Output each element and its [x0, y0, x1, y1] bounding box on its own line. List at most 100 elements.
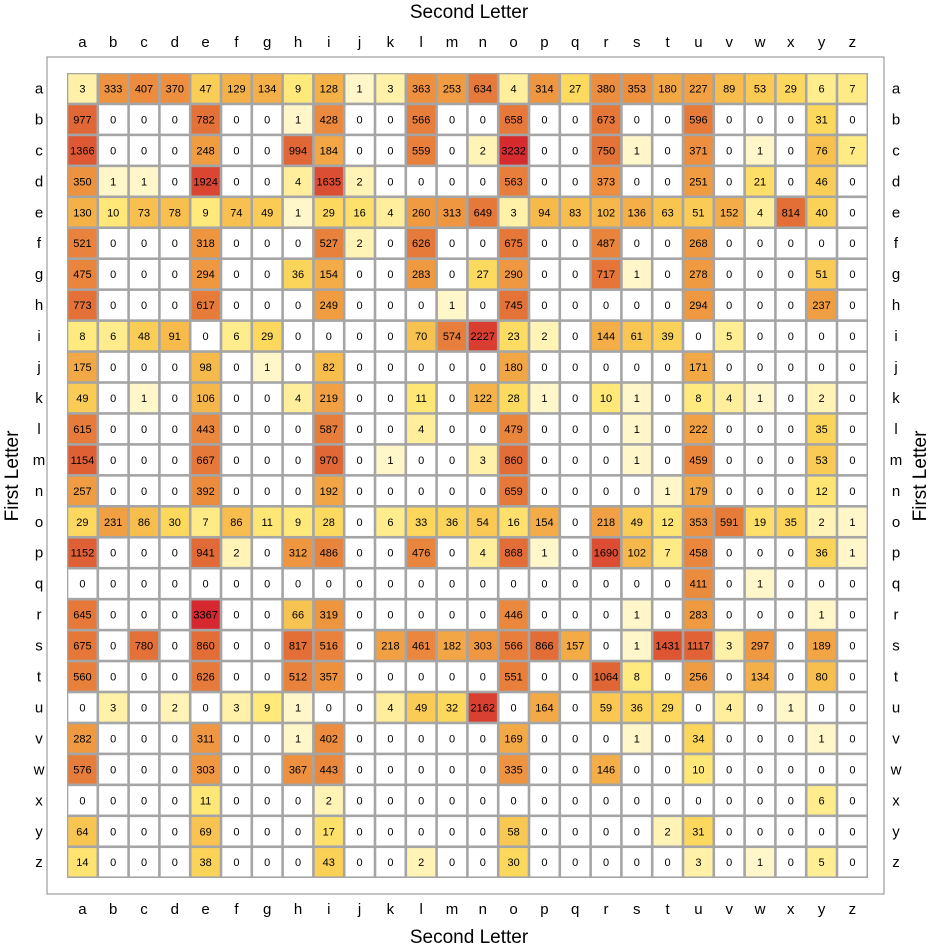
cell-value-label: 559	[412, 145, 430, 157]
cell-value-label: 0	[480, 114, 486, 126]
heatmap-cell	[437, 755, 467, 784]
cell-value-label: 0	[788, 269, 794, 281]
cell-value-label: 157	[566, 641, 584, 653]
cell-value-label: 0	[233, 486, 239, 498]
heatmap-cell	[68, 321, 97, 351]
cell-value-label: 0	[572, 176, 578, 188]
cell-value-label: 222	[689, 424, 707, 436]
heatmap-cell	[838, 693, 867, 722]
heatmap-cell	[715, 724, 744, 753]
heatmap-cell	[191, 260, 220, 289]
cell-value-label: 0	[757, 300, 763, 312]
heatmap-cell	[622, 538, 651, 567]
cell-value-label: 0	[849, 114, 855, 126]
cell-value-label: 0	[634, 579, 640, 591]
heatmap-cell	[468, 445, 497, 475]
heatmap-cell	[160, 538, 189, 567]
cell-value-label: 0	[541, 269, 547, 281]
heatmap-cell	[653, 321, 682, 351]
heatmap-cell	[715, 290, 744, 320]
cell-value-label: 23	[507, 331, 519, 343]
heatmap-cell	[376, 383, 405, 413]
heatmap-cell	[838, 136, 867, 165]
heatmap-cell	[345, 136, 374, 165]
heatmap-cell	[591, 848, 621, 877]
cell-value-label: 128	[320, 83, 338, 95]
cell-value-label: 0	[757, 269, 763, 281]
cell-value-label: 0	[387, 733, 393, 745]
cell-value-label: 35	[815, 424, 827, 436]
heatmap-cell	[314, 631, 343, 660]
cell-value-label: 0	[172, 733, 178, 745]
cell-value-label: 0	[357, 733, 363, 745]
cell-value-label: 868	[504, 548, 522, 560]
cell-value-label: 0	[387, 362, 393, 374]
heatmap-cell	[407, 445, 436, 475]
cell-value-label: 0	[418, 610, 424, 622]
heatmap-cell	[191, 352, 220, 382]
heatmap-cell	[591, 817, 621, 846]
heatmap-cell	[191, 445, 220, 475]
cell-value-label: 251	[689, 176, 707, 188]
heatmap-cell	[561, 693, 590, 722]
heatmap-cell	[407, 290, 436, 320]
cell-value-label: 0	[726, 455, 732, 467]
y-axis-title-left: First Letter	[2, 430, 23, 521]
cell-value-label: 0	[387, 764, 393, 776]
heatmap-cell	[715, 136, 744, 165]
cell-value-label: 0	[665, 269, 671, 281]
heatmap-cell	[838, 445, 867, 475]
cell-value-label: 0	[572, 579, 578, 591]
cell-value-label: 0	[665, 176, 671, 188]
cell-value-label: 0	[788, 857, 794, 869]
cell-value-label: 1	[141, 393, 147, 405]
heatmap-cell	[345, 755, 374, 784]
cell-value-label: 0	[788, 300, 794, 312]
cell-value-label: 941	[196, 548, 214, 560]
heatmap-cell	[68, 383, 97, 413]
cell-value-label: 6	[819, 83, 825, 95]
cell-value-label: 0	[295, 455, 301, 467]
cell-value-label: 0	[172, 579, 178, 591]
cell-value-label: 9	[295, 517, 301, 529]
cell-value-label: 0	[665, 238, 671, 250]
cell-value-label: 0	[172, 548, 178, 560]
heatmap-cell	[591, 600, 621, 629]
x-tick-label-top: y	[818, 34, 826, 51]
heatmap-cell	[530, 786, 559, 815]
cell-value-label: 0	[819, 702, 825, 714]
heatmap-cell	[684, 507, 713, 536]
heatmap-cell	[591, 321, 621, 351]
cell-value-label: 1	[541, 548, 547, 560]
cell-value-label: 2	[819, 393, 825, 405]
heatmap-cell	[499, 105, 528, 134]
heatmap-cell	[376, 817, 405, 846]
heatmap-cell	[191, 848, 220, 877]
cell-value-label: 0	[357, 486, 363, 498]
cell-value-label: 6	[387, 517, 393, 529]
cell-value-label: 0	[357, 857, 363, 869]
heatmap-cell	[222, 414, 251, 444]
cell-value-label: 0	[233, 826, 239, 838]
heatmap-cell	[191, 755, 220, 784]
heatmap-cell	[499, 260, 528, 289]
heatmap-cell	[622, 383, 651, 413]
y-tick-label-right: t	[894, 669, 899, 686]
cell-value-label: 0	[110, 579, 116, 591]
heatmap-cell	[407, 662, 436, 691]
heatmap-cell	[345, 693, 374, 722]
heatmap-cell	[99, 352, 128, 382]
cell-value-label: 0	[141, 455, 147, 467]
cell-value-label: 12	[661, 517, 673, 529]
cell-value-label: 0	[141, 424, 147, 436]
cell-value-label: 1117	[687, 641, 710, 653]
heatmap-cell	[437, 848, 467, 877]
heatmap-cell	[99, 507, 128, 536]
cell-value-label: 1	[757, 857, 763, 869]
cell-value-label: 80	[815, 672, 827, 684]
cell-value-label: 649	[474, 207, 492, 219]
heatmap-cell	[684, 569, 713, 598]
cell-value-label: 1	[634, 269, 640, 281]
cell-value-label: 0	[357, 579, 363, 591]
cell-value-label: 2	[357, 238, 363, 250]
